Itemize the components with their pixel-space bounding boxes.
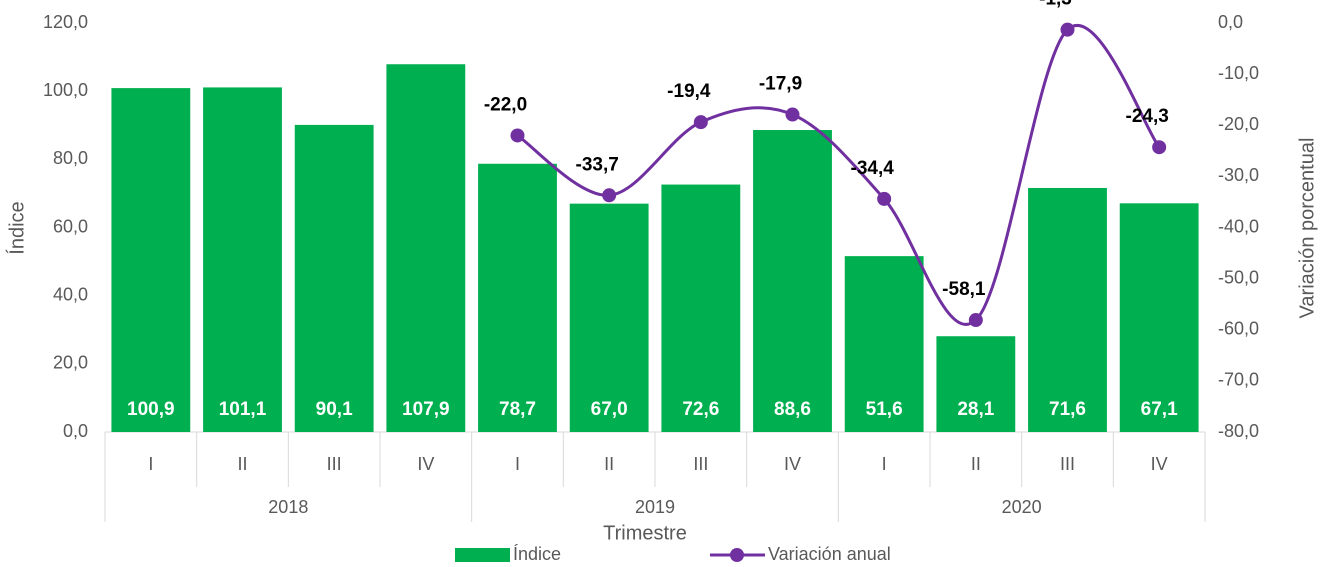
- x-tick-label: IV: [784, 454, 801, 474]
- bar: [111, 88, 191, 432]
- line-point: [602, 188, 617, 203]
- y2-tick-label: -30,0: [1218, 165, 1259, 185]
- x-tick-label: I: [148, 454, 153, 474]
- line-point: [1152, 140, 1167, 155]
- x-tick-label: III: [327, 454, 342, 474]
- line-value-label: -34,4: [851, 158, 895, 179]
- bar-value-label: 71,6: [1049, 399, 1086, 420]
- bar: [844, 256, 924, 432]
- bar-value-label: 67,1: [1141, 399, 1178, 420]
- y-tick-label: 60,0: [53, 216, 88, 236]
- group-label: 2020: [1002, 497, 1042, 517]
- line-point: [510, 128, 525, 143]
- line-value-label: -19,4: [667, 81, 711, 102]
- y2-tick-label: -80,0: [1218, 421, 1259, 441]
- legend-swatch: [455, 548, 510, 562]
- y2-axis-title: Variación porcentual: [1296, 138, 1318, 319]
- line-point: [877, 191, 892, 206]
- bar-value-label: 88,6: [774, 399, 811, 420]
- bar-value-label: 67,0: [591, 399, 628, 420]
- legend-label: Índice: [513, 544, 561, 564]
- y-tick-label: 0,0: [63, 421, 88, 441]
- bar: [203, 87, 282, 432]
- y-tick-label: 120,0: [43, 12, 88, 32]
- y2-tick-label: 0,0: [1218, 12, 1243, 32]
- line-point: [693, 115, 708, 130]
- y-axis-title: Índice: [5, 201, 28, 254]
- y-tick-label: 100,0: [43, 80, 88, 100]
- bar: [1119, 203, 1199, 432]
- line-point: [1060, 22, 1075, 37]
- legend-marker: [730, 548, 744, 562]
- y2-tick-label: -20,0: [1218, 114, 1259, 134]
- bar-value-label: 72,6: [682, 399, 719, 420]
- bar: [478, 163, 557, 432]
- bar-value-label: 107,9: [402, 399, 450, 420]
- bar-value-label: 100,9: [127, 399, 175, 420]
- y2-tick-label: -60,0: [1218, 319, 1259, 339]
- bar: [1028, 187, 1107, 432]
- bar: [661, 184, 741, 432]
- x-tick-label: IV: [417, 454, 434, 474]
- x-tick-label: IV: [1151, 454, 1168, 474]
- line-value-label: -1,3: [1039, 0, 1072, 10]
- group-label: 2019: [635, 497, 675, 517]
- line-value-label: -58,1: [942, 279, 986, 300]
- line-value-label: -17,9: [759, 74, 802, 95]
- line-value-label: -33,7: [576, 154, 619, 175]
- y2-tick-label: -50,0: [1218, 267, 1259, 287]
- y2-tick-label: -70,0: [1218, 370, 1259, 390]
- y2-tick-label: -40,0: [1218, 216, 1259, 236]
- x-tick-label: II: [971, 454, 981, 474]
- y-tick-label: 20,0: [53, 353, 88, 373]
- x-tick-label: II: [237, 454, 247, 474]
- line-point: [968, 313, 983, 328]
- bar: [753, 130, 832, 432]
- x-tick-label: III: [693, 454, 708, 474]
- line-value-label: -22,0: [484, 94, 527, 115]
- bar-value-label: 90,1: [316, 399, 353, 420]
- line-value-label: -24,3: [1126, 106, 1169, 127]
- x-tick-label: I: [515, 454, 520, 474]
- bar-value-label: 101,1: [219, 399, 267, 420]
- bar: [569, 203, 649, 432]
- bar: [294, 124, 374, 432]
- x-tick-label: I: [882, 454, 887, 474]
- bar-value-label: 78,7: [499, 399, 536, 420]
- x-tick-label: II: [604, 454, 614, 474]
- bar: [386, 64, 466, 432]
- line-point: [785, 107, 800, 122]
- y-tick-label: 40,0: [53, 284, 88, 304]
- group-label: 2018: [268, 497, 308, 517]
- bar-value-label: 28,1: [957, 399, 994, 420]
- bar: [936, 336, 1016, 432]
- y-tick-label: 80,0: [53, 148, 88, 168]
- y2-tick-label: -10,0: [1218, 63, 1259, 83]
- x-tick-label: III: [1060, 454, 1075, 474]
- bar-value-label: 51,6: [866, 399, 903, 420]
- x-axis-title: Trimestre: [603, 522, 687, 544]
- legend-label: Variación anual: [768, 544, 891, 564]
